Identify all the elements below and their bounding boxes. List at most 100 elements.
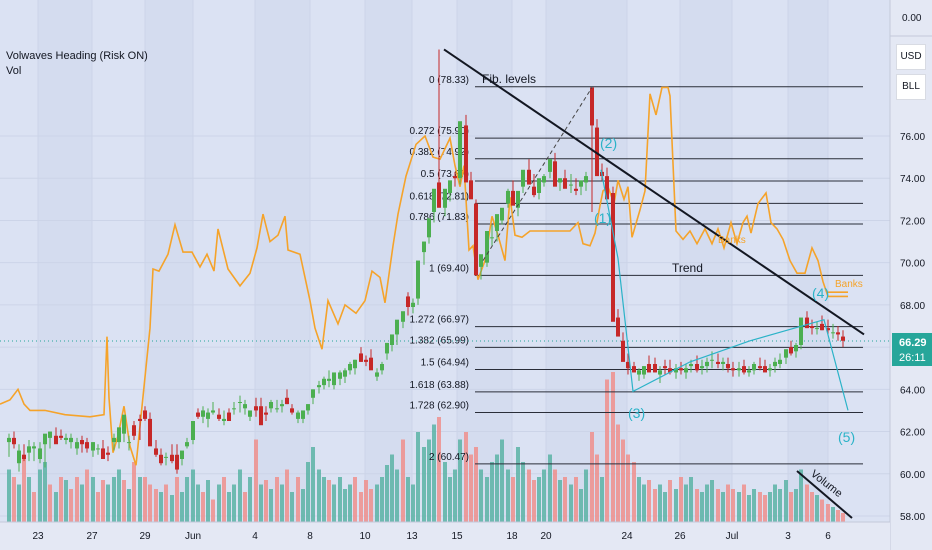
volume-bar — [590, 432, 594, 522]
candle-body — [474, 203, 478, 276]
candle-body — [306, 404, 310, 411]
fib-level-label: 1.382 (65.99) — [410, 335, 470, 346]
volume-bar — [406, 477, 410, 522]
candle-body — [647, 364, 651, 373]
candle-body — [364, 359, 368, 362]
volume-bar — [831, 507, 835, 522]
volume-bar — [742, 484, 746, 522]
candle-body — [259, 406, 263, 426]
candle-body — [590, 87, 594, 126]
price-tick-label: 72.00 — [900, 216, 925, 227]
time-tick-label: 15 — [451, 531, 463, 542]
wave-label: (3) — [628, 405, 645, 421]
time-tick-label: 27 — [86, 531, 98, 542]
volume-bar — [611, 372, 615, 522]
candle-body — [91, 442, 95, 451]
volume-bar — [674, 489, 678, 522]
candle-body — [443, 188, 447, 208]
volume-bar — [805, 484, 809, 522]
candle-body — [406, 296, 410, 307]
volume-bar — [248, 477, 252, 522]
volume-bar — [716, 489, 720, 522]
candle-body — [815, 328, 819, 330]
symbol-button[interactable]: BLL — [896, 74, 926, 100]
candle-body — [12, 437, 16, 445]
candle-body — [831, 332, 835, 334]
candle-body — [101, 448, 105, 459]
wave-dashed-line — [482, 87, 593, 261]
candle-body — [653, 364, 657, 373]
time-tick-label: 3 — [785, 531, 791, 542]
volume-bar — [773, 484, 777, 522]
time-tick-label: 24 — [621, 531, 633, 542]
volume-bar — [668, 480, 672, 522]
candle-body — [206, 412, 210, 419]
candle-body — [695, 364, 699, 371]
candle-body — [490, 237, 494, 239]
candle-body — [311, 389, 315, 398]
volume-bar — [85, 469, 89, 522]
volume-bar — [416, 432, 420, 522]
candle-body — [794, 345, 798, 352]
volume-bar — [705, 484, 709, 522]
candle-body — [758, 366, 762, 369]
wave-line — [600, 169, 849, 411]
candle-body — [810, 326, 814, 329]
volume-bar — [537, 477, 541, 522]
candle-body — [826, 328, 830, 331]
candle-body — [359, 353, 363, 362]
wave-label: (1) — [594, 210, 611, 226]
candle-body — [22, 454, 26, 459]
volume-bar — [621, 439, 625, 522]
volume-bar — [375, 484, 379, 522]
volume-bar — [191, 469, 195, 522]
volume-bar — [264, 480, 268, 522]
candle-body — [469, 180, 473, 200]
candle-body — [211, 410, 215, 413]
candle-body — [69, 437, 73, 443]
candle-body — [196, 412, 200, 417]
candle-body — [579, 180, 583, 187]
volume-bar — [432, 424, 436, 522]
candle-body — [290, 408, 294, 413]
volume-bar — [54, 492, 58, 522]
volume-bar — [275, 477, 279, 522]
volume-bar — [164, 484, 168, 522]
currency-button[interactable]: USD — [896, 44, 926, 70]
candle-body — [185, 442, 189, 447]
volume-bar — [332, 484, 336, 522]
wave-label: (5) — [838, 429, 855, 445]
time-tick-label: Jun — [185, 531, 201, 542]
price-tick-label: 70.00 — [900, 259, 925, 270]
candle-body — [416, 260, 420, 299]
fib-level-label: 1.272 (66.97) — [410, 315, 470, 326]
candle-body — [479, 254, 483, 267]
volume-bar — [658, 484, 662, 522]
candle-body — [637, 370, 641, 375]
candle-body — [395, 319, 399, 335]
candle-body — [663, 366, 667, 369]
candle-body — [705, 361, 709, 367]
indicator-title: Volwaves Heading (Risk ON) — [6, 50, 148, 62]
candle-body — [658, 370, 662, 375]
volume-bar — [390, 454, 394, 522]
volume-bar — [632, 462, 636, 522]
candle-body — [668, 368, 672, 373]
candle-body — [217, 414, 221, 419]
volume-bar — [311, 447, 315, 522]
trend-line — [443, 48, 865, 336]
time-tick-label: 29 — [139, 531, 151, 542]
candle-body — [75, 442, 79, 449]
candle-body — [138, 418, 142, 421]
volume-bar — [747, 495, 751, 522]
volume-bar — [437, 417, 441, 522]
volume-bar — [175, 477, 179, 522]
volume-bar — [301, 489, 305, 522]
volume-bar — [521, 462, 525, 522]
price-tick-label: 60.00 — [900, 470, 925, 481]
candle-body — [731, 368, 735, 371]
candle-body — [521, 169, 525, 187]
volume-bar — [500, 439, 504, 522]
